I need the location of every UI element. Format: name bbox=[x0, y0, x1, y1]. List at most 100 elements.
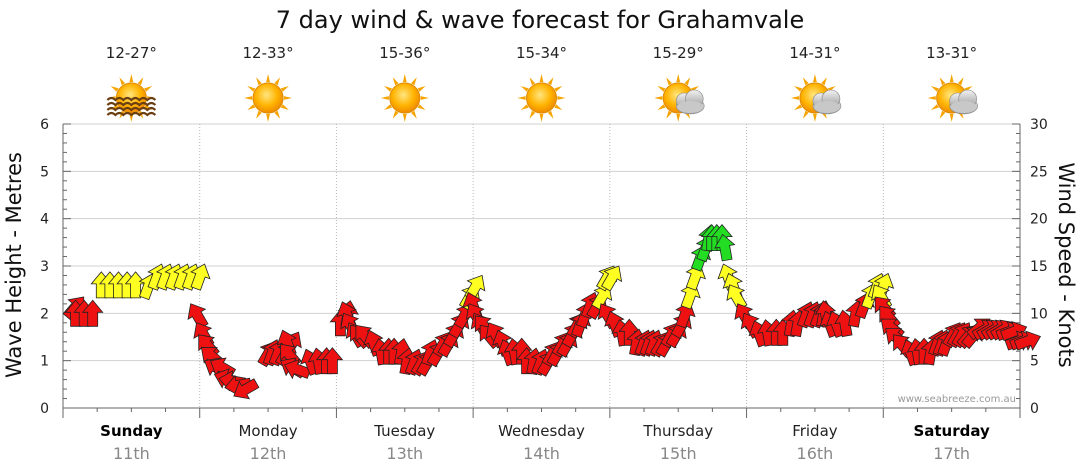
wave-line bbox=[106, 106, 157, 112]
sun-ray bbox=[129, 74, 134, 83]
sun-ray bbox=[274, 77, 281, 86]
sun-ray bbox=[657, 86, 666, 92]
waves bbox=[106, 96, 157, 117]
day-name: Sunday bbox=[100, 422, 163, 440]
right-tick-label: 5 bbox=[1030, 354, 1039, 370]
sun-ray bbox=[384, 86, 392, 92]
axes: 0 1 2 3 4 5 6 0 5 10 15 20 25 30 bbox=[40, 117, 1048, 418]
temperature-label: 15-34° bbox=[516, 44, 567, 62]
sun-ray bbox=[666, 110, 672, 119]
left-tick-label: 2 bbox=[40, 306, 49, 322]
sun-ray bbox=[280, 86, 289, 92]
sun-ray bbox=[402, 113, 407, 122]
temperature-label: 14-31° bbox=[789, 44, 840, 62]
sun-ray bbox=[256, 77, 262, 86]
sun-rays bbox=[244, 74, 293, 122]
sun-ray bbox=[119, 77, 126, 86]
sun-ray bbox=[283, 96, 293, 100]
left-tick-label: 1 bbox=[40, 354, 49, 370]
sun-ray bbox=[256, 110, 262, 119]
sun-ray bbox=[247, 104, 256, 110]
wind-arrows bbox=[62, 223, 1042, 400]
sun-ray bbox=[657, 104, 666, 110]
sun-ray bbox=[417, 104, 426, 110]
sun-ray bbox=[654, 96, 663, 100]
day-date: 13th bbox=[386, 444, 423, 463]
day-name: Monday bbox=[238, 422, 297, 440]
temperature-label: 12-33° bbox=[243, 44, 294, 62]
chart-title: 7 day wind & wave forecast for Grahamval… bbox=[276, 6, 804, 34]
wind-arrow bbox=[714, 233, 736, 262]
sun-ray bbox=[927, 96, 936, 100]
left-axis-title: Wave Height - Metres bbox=[2, 152, 26, 378]
sun-ray bbox=[957, 77, 964, 86]
sun-ray bbox=[794, 104, 803, 110]
temperature-label: 15-36° bbox=[379, 44, 430, 62]
sun-ray bbox=[110, 86, 119, 92]
day-date: 11th bbox=[113, 444, 150, 463]
sun-ray bbox=[420, 96, 429, 100]
sun-ray bbox=[144, 86, 153, 92]
sun-disc bbox=[526, 82, 557, 114]
sun-ray bbox=[529, 77, 536, 86]
credit-text: www.seabreeze.com.au bbox=[898, 394, 1016, 405]
sun-ray bbox=[813, 74, 817, 83]
sun-ray bbox=[930, 86, 939, 92]
sun-cloud-icon bbox=[790, 74, 842, 122]
sun-ray bbox=[666, 77, 672, 86]
sun-icon bbox=[517, 74, 566, 122]
right-tick-label: 25 bbox=[1030, 164, 1048, 180]
sun-ray bbox=[676, 113, 681, 122]
wind-arrow bbox=[81, 299, 104, 327]
sun-ray bbox=[821, 77, 827, 86]
wave-line bbox=[106, 96, 157, 102]
wind-arrow bbox=[187, 303, 209, 330]
sun-ray bbox=[247, 86, 256, 92]
right-tick-label: 20 bbox=[1030, 212, 1048, 228]
wind-arrow bbox=[834, 309, 856, 338]
sun-ray bbox=[554, 104, 563, 110]
day-name: Saturday bbox=[913, 422, 990, 440]
sun-ray bbox=[244, 96, 253, 100]
sun-ray bbox=[802, 110, 809, 119]
sun-disc bbox=[389, 82, 421, 114]
sun-ray bbox=[547, 77, 554, 86]
sun-ray bbox=[539, 113, 544, 122]
sun-waves-icon bbox=[106, 74, 157, 122]
sun-ray bbox=[529, 110, 536, 119]
wind-arrow bbox=[726, 284, 748, 311]
day-name: Thursday bbox=[642, 422, 713, 440]
right-tick-label: 30 bbox=[1030, 117, 1048, 133]
right-tick-label: 15 bbox=[1030, 259, 1048, 275]
cloud bbox=[812, 89, 842, 115]
sun-ray bbox=[676, 74, 681, 83]
sun-cloud-icon bbox=[927, 74, 978, 122]
left-tick-label: 4 bbox=[40, 212, 49, 228]
wind-arrow bbox=[1013, 330, 1042, 351]
sun-ray bbox=[794, 86, 803, 92]
sun-rays bbox=[380, 74, 429, 122]
sun-ray bbox=[554, 86, 563, 92]
wind-arrow bbox=[601, 265, 623, 292]
sun-ray bbox=[939, 77, 946, 86]
temperature-label: 13-31° bbox=[926, 44, 977, 62]
temperature-label: 15-29° bbox=[653, 44, 704, 62]
sun-ray bbox=[939, 110, 946, 119]
sun-ray bbox=[790, 96, 800, 100]
left-tick-label: 3 bbox=[40, 259, 49, 275]
grid bbox=[63, 123, 1020, 408]
sun-ray bbox=[266, 113, 270, 122]
day-labels: 12-27° Sunday 11th 12-33° Monday 12th 15-36° Tu… bbox=[100, 44, 990, 463]
sun-ray bbox=[547, 110, 554, 119]
cloud-base bbox=[813, 101, 840, 113]
left-tick-label: 5 bbox=[40, 164, 49, 180]
cloud bbox=[949, 89, 978, 115]
sun-ray bbox=[266, 74, 270, 83]
day-name: Tuesday bbox=[373, 422, 435, 440]
wind-arrow bbox=[321, 347, 344, 375]
day-name: Friday bbox=[792, 422, 838, 440]
sun-ray bbox=[557, 96, 566, 100]
sun-ray bbox=[392, 77, 399, 86]
sun-ray bbox=[411, 110, 417, 119]
